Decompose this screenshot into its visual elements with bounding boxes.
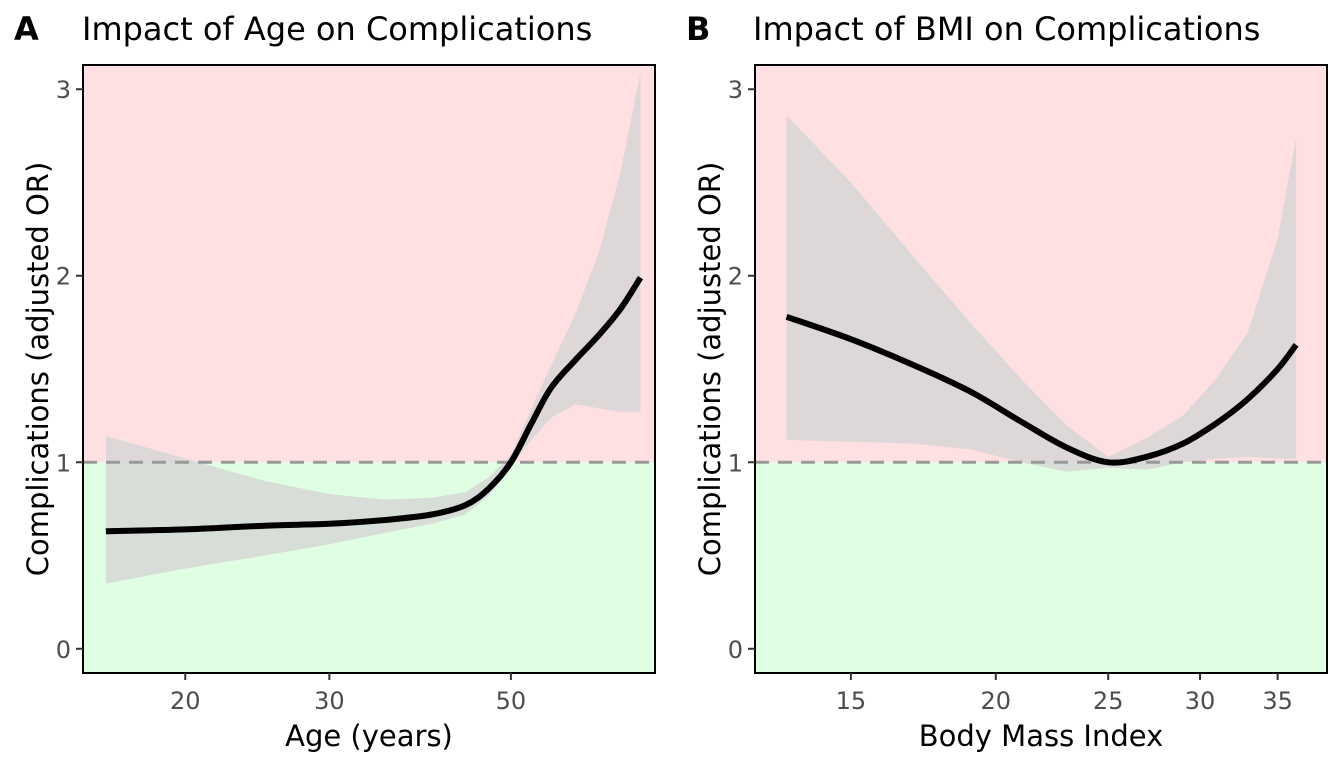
panel-border: [82, 64, 656, 674]
x-tick-label: 35: [1262, 687, 1293, 715]
plot-area: [755, 115, 1327, 472]
plot-area: [83, 72, 655, 584]
y-axis-title: Complications (adjusted OR): [693, 162, 727, 577]
panel-border: [754, 64, 1328, 674]
y-tick-label: 1: [56, 449, 71, 477]
fitted-line: [785, 313, 1299, 466]
y-tick-label: 3: [728, 76, 743, 104]
chart-title: Impact of Age on Complications: [82, 10, 592, 48]
x-axis-title: Age (years): [285, 719, 453, 753]
panel-tag: B: [686, 10, 710, 48]
y-axis-title: Complications (adjusted OR): [21, 162, 55, 577]
y-tick-label: 2: [728, 263, 743, 291]
panel-a: 0 1 2 3 20 30 50 A Impact of Age on Complication…: [14, 10, 656, 753]
y-tick-label: 0: [728, 636, 743, 664]
x-axis-title: Body Mass Index: [919, 719, 1164, 753]
chart-title: Impact of BMI on Complications: [753, 10, 1260, 48]
y-tick-label: 1: [728, 449, 743, 477]
x-tick-label: 30: [314, 687, 345, 715]
panel-tag: A: [14, 10, 39, 48]
y-tick-label: 3: [56, 76, 71, 104]
fitted-line: [105, 275, 644, 535]
y-tick-label: 0: [56, 636, 71, 664]
confidence-band: [786, 115, 1297, 472]
region-below-reference: [755, 462, 1327, 673]
panel-b: 0 1 2 3 15 20 25 30 35 B Impact of BMI on Complica…: [686, 10, 1328, 753]
x-tick-label: 15: [836, 687, 867, 715]
x-tick-label: 20: [981, 687, 1012, 715]
x-tick-label: 30: [1185, 687, 1216, 715]
x-tick-label: 20: [170, 687, 201, 715]
x-tick-label: 50: [496, 687, 527, 715]
x-tick-label: 25: [1093, 687, 1124, 715]
y-tick-label: 2: [56, 263, 71, 291]
